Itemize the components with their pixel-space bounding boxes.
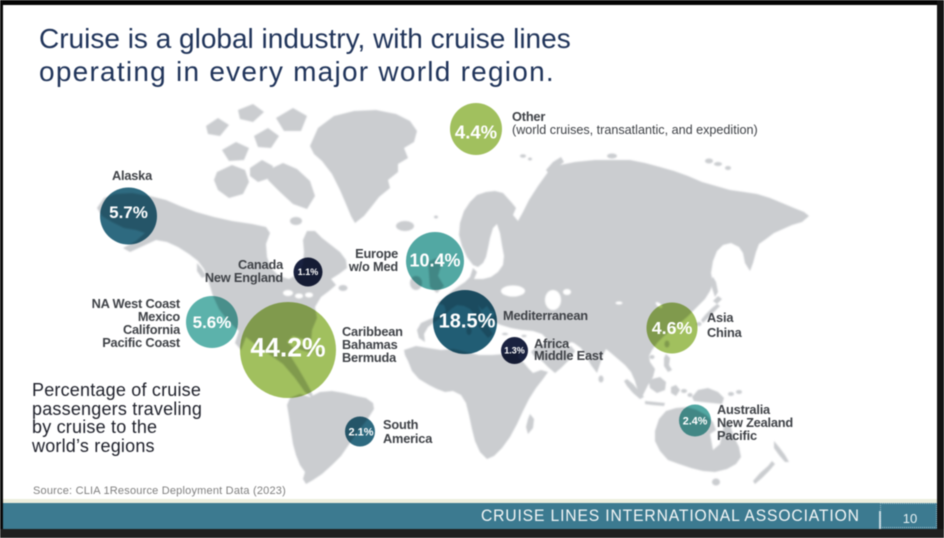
svg-text:5.7%: 5.7% [109, 203, 148, 222]
svg-text:2.4%: 2.4% [683, 415, 708, 427]
svg-text:44.2%: 44.2% [250, 332, 325, 362]
svg-text:1.3%: 1.3% [504, 346, 525, 356]
svg-text:18.5%: 18.5% [439, 311, 496, 333]
svg-text:2.1%: 2.1% [348, 426, 373, 438]
svg-text:1.1%: 1.1% [298, 267, 319, 277]
svg-text:4.4%: 4.4% [455, 122, 497, 143]
svg-text:5.6%: 5.6% [193, 313, 232, 332]
svg-text:10.4%: 10.4% [409, 250, 460, 270]
svg-text:4.6%: 4.6% [652, 318, 693, 338]
